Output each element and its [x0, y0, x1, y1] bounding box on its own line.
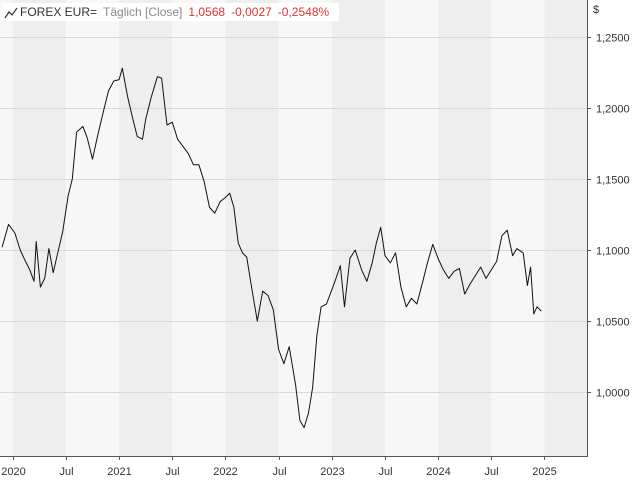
interval-label: Täglich [Close]	[103, 5, 183, 19]
time-band	[65, 0, 120, 456]
time-band	[544, 0, 587, 456]
line-chart-icon	[4, 7, 18, 19]
price-change: -0,0027	[231, 5, 272, 19]
symbol-label: FOREX EUR=	[20, 5, 98, 19]
x-tick-label: Jul	[484, 466, 498, 478]
time-band	[331, 0, 385, 456]
price-axis: 1,2500 1,2000 1,1500 1,1000 1,0500 1,0000	[587, 33, 630, 400]
x-tick-label: 2025	[532, 466, 556, 478]
chart-header: FOREX EUR= Täglich [Close] 1,0568 -0,0027 -0…	[2, 3, 340, 21]
x-tick-label: 2023	[320, 466, 344, 478]
time-axis: 2020 Jul 2021 Jul 2022 Jul 2023 Jul 2024 Jul 2025	[1, 456, 557, 478]
time-band	[0, 0, 13, 456]
x-tick-label: Jul	[378, 466, 392, 478]
y-tick-label: 1,0500	[596, 317, 630, 329]
x-tick-label: Jul	[59, 466, 73, 478]
gridlines	[0, 37, 587, 393]
y-tick-label: 1,1500	[596, 175, 630, 187]
y-tick-label: 1,2000	[596, 104, 630, 116]
x-tick-label: Jul	[165, 466, 179, 478]
y-tick-label: 1,0000	[596, 388, 630, 400]
x-tick-label: 2021	[107, 466, 131, 478]
x-tick-label: 2020	[1, 466, 25, 478]
last-price: 1,0568	[188, 5, 226, 19]
time-band	[225, 0, 279, 456]
time-band	[491, 0, 545, 456]
time-band	[438, 0, 492, 456]
currency-label: $	[593, 4, 600, 16]
time-bands	[0, 0, 587, 456]
time-band	[172, 0, 226, 456]
x-tick-label: Jul	[272, 466, 286, 478]
time-band	[384, 0, 439, 456]
y-tick-label: 1,2500	[596, 33, 630, 45]
x-tick-label: 2022	[213, 466, 237, 478]
time-band	[119, 0, 173, 456]
time-band	[278, 0, 332, 456]
price-change-percent: -0,2548%	[277, 5, 330, 19]
y-tick-label: 1,1000	[596, 246, 630, 258]
time-band	[12, 0, 66, 456]
x-tick-label: 2024	[426, 466, 450, 478]
price-line	[1, 67, 542, 429]
